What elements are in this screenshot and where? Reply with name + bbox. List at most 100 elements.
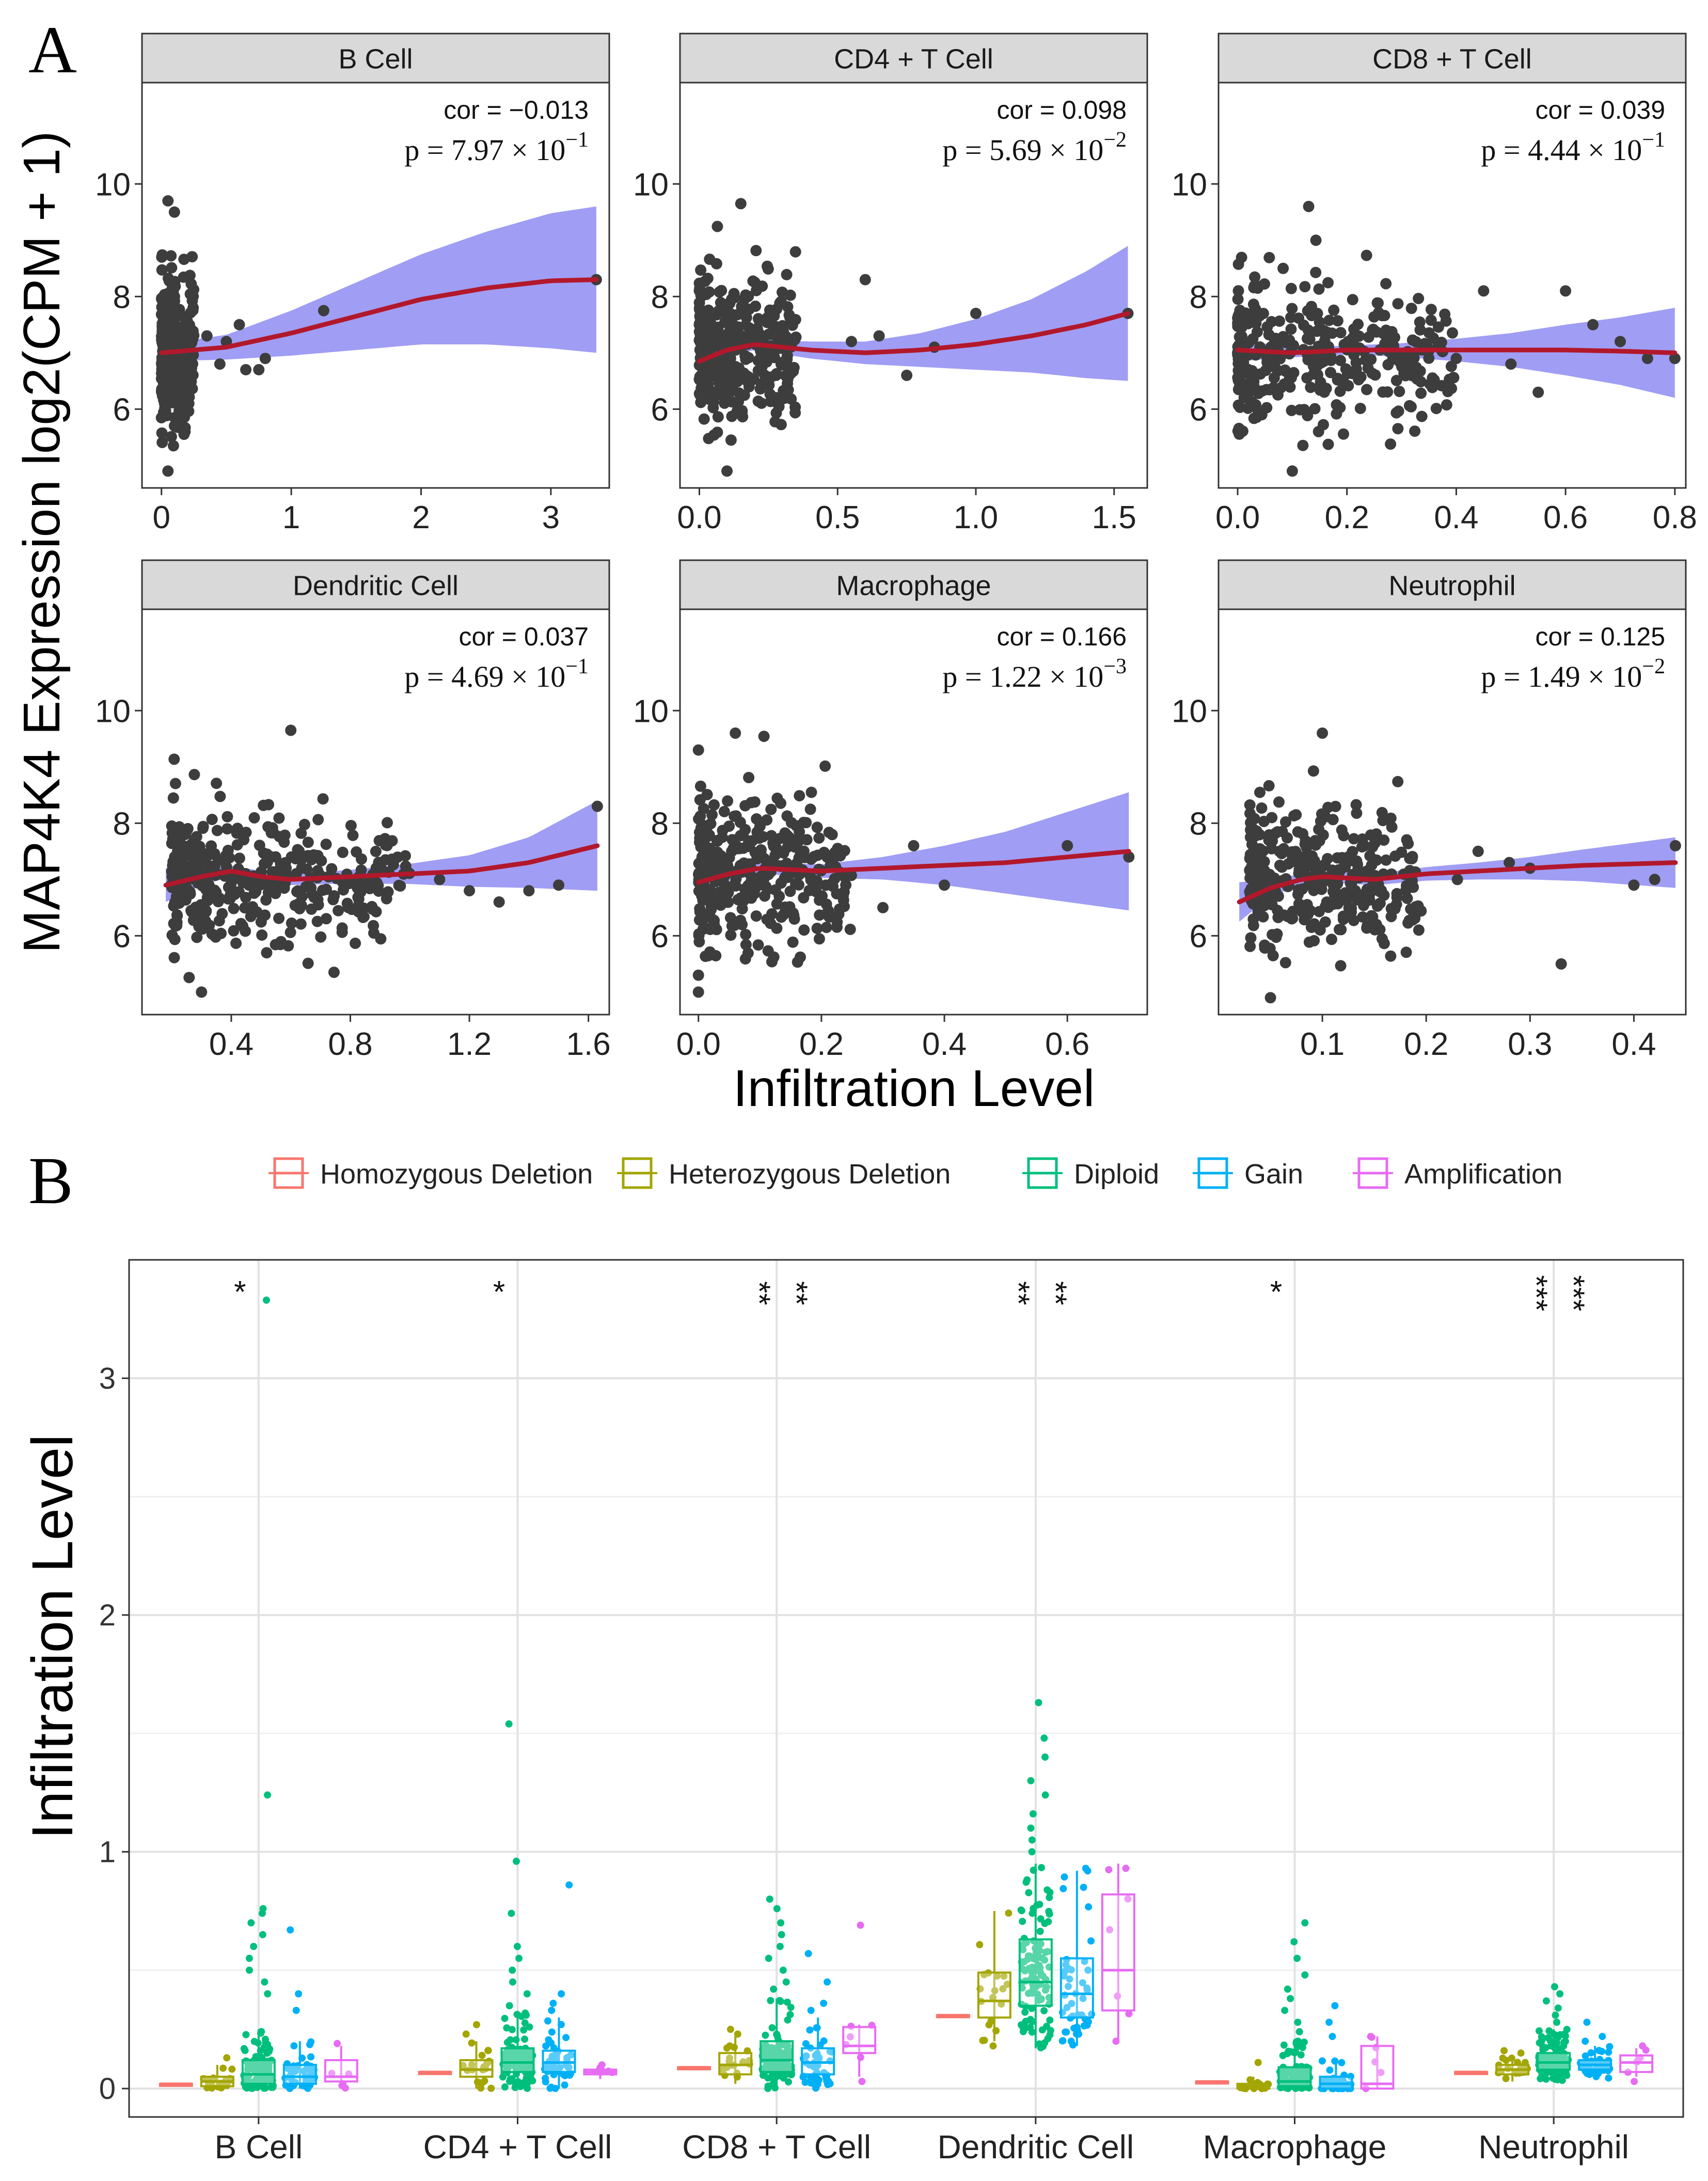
data-point: [366, 900, 378, 912]
data-point: [166, 262, 178, 274]
data-point: [1293, 312, 1305, 324]
plot-background: [129, 1260, 1683, 2117]
data-point: [233, 319, 245, 330]
panel-a-label: A: [28, 13, 77, 87]
data-point: [1312, 354, 1324, 366]
data-point: [1346, 885, 1358, 897]
data-point: [1361, 249, 1372, 261]
data-point: [762, 260, 773, 272]
data-point: [970, 308, 982, 319]
data-point: [747, 275, 759, 287]
data-point: [209, 860, 221, 872]
data-point: [735, 198, 747, 210]
data-point: [1439, 308, 1451, 320]
data-point: [732, 894, 744, 906]
data-point: [1232, 365, 1244, 376]
data-point: [1269, 334, 1280, 346]
data-point: [1410, 336, 1422, 347]
jitter-point: [764, 2074, 772, 2082]
x-tick-label: CD4 + T Cell: [423, 2128, 612, 2166]
data-point: [259, 353, 271, 365]
data-point: [292, 885, 304, 897]
data-point: [167, 440, 179, 452]
data-point: [262, 887, 274, 898]
data-point: [168, 420, 180, 432]
jitter-point: [1005, 1909, 1013, 1917]
data-point: [704, 946, 716, 958]
data-point: [1242, 378, 1254, 390]
plot-border: [128, 1259, 1684, 2118]
data-point: [1252, 282, 1263, 294]
x-tick-label: 0.3: [1508, 1026, 1552, 1062]
data-point: [345, 819, 357, 831]
outlier-point: [857, 1921, 864, 1929]
data-point: [1367, 841, 1379, 853]
jitter-point: [1035, 1962, 1043, 1969]
box-gain: [541, 1881, 576, 2092]
box-gain: [281, 1926, 318, 2092]
box-diploid: [1276, 1919, 1314, 2092]
data-point: [774, 832, 786, 844]
data-point: [311, 915, 323, 927]
outlier-point: [245, 1954, 253, 1962]
y-tick-label: 8: [113, 279, 131, 315]
data-point: [1641, 353, 1653, 365]
data-point: [240, 925, 251, 937]
data-point: [162, 326, 173, 338]
data-point: [553, 879, 564, 891]
data-point: [256, 929, 268, 941]
jitter-point: [544, 2017, 551, 2025]
outlier-point: [734, 2030, 741, 2038]
x-tick-label: 0.8: [1653, 500, 1697, 535]
legend: Homozygous Deletion Heterozygous Deletion…: [268, 1157, 1562, 1190]
data-point: [1348, 833, 1359, 845]
data-point: [703, 829, 715, 841]
data-point: [1297, 439, 1309, 451]
data-point: [169, 860, 181, 872]
significance-marker: **: [779, 1281, 814, 1305]
data-point: [1366, 910, 1378, 922]
data-point: [712, 321, 724, 333]
data-point: [1277, 262, 1289, 274]
y-tick-label: 10: [95, 167, 131, 202]
x-tick-label: 0.5: [815, 500, 860, 535]
data-point: [1382, 386, 1394, 398]
outlier-point: [1631, 2078, 1638, 2085]
data-point: [1339, 861, 1351, 873]
data-point: [1394, 386, 1405, 398]
data-point: [166, 334, 178, 346]
significance-marker: ***: [1556, 1275, 1591, 1311]
data-point: [1587, 319, 1599, 330]
outlier-point: [1041, 1753, 1049, 1761]
data-point: [1649, 874, 1660, 886]
jitter-point: [1326, 2066, 1334, 2074]
jitter-point: [1038, 1864, 1045, 1872]
data-point: [167, 397, 179, 408]
x-tick-label: 0.0: [677, 500, 721, 535]
data-point: [765, 803, 777, 815]
data-point: [1314, 384, 1326, 396]
data-point: [253, 364, 265, 375]
box-heterozygous-deletion: [459, 2021, 495, 2092]
panel-a: A MAP4K4 Expression log2(CPM + 1) Infilt…: [13, 13, 1697, 1117]
x-tick-label: 0.2: [799, 1026, 844, 1062]
data-point: [285, 724, 297, 736]
data-point: [386, 854, 398, 865]
data-point: [1274, 859, 1286, 871]
jitter-point: [308, 2077, 315, 2084]
jitter-point: [265, 2065, 273, 2072]
data-point: [159, 316, 170, 328]
data-point: [1332, 374, 1343, 386]
data-point: [1425, 304, 1437, 315]
data-point: [318, 305, 329, 317]
jitter-point: [1024, 1952, 1032, 1960]
smooth-line: [696, 849, 1131, 885]
box-amplification: [1619, 2042, 1654, 2085]
data-point: [1337, 913, 1349, 925]
data-point: [1244, 799, 1256, 811]
data-point: [766, 908, 778, 920]
data-point: [1365, 354, 1377, 366]
data-point: [1374, 897, 1386, 909]
significance-marker: **: [742, 1281, 777, 1305]
jitter-point: [520, 2079, 528, 2087]
